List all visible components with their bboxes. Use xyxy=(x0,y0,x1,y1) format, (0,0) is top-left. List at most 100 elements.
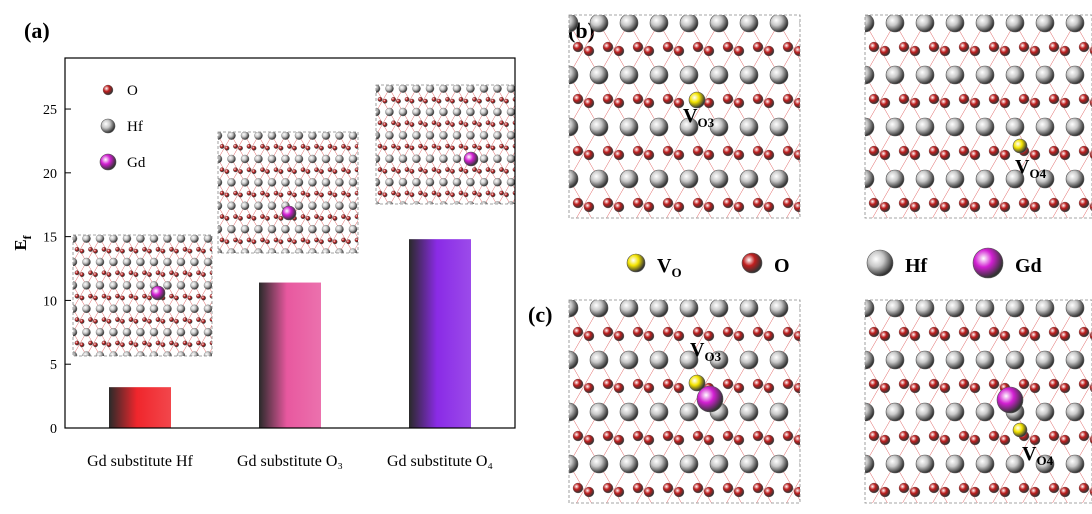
atom xyxy=(644,202,654,212)
bond xyxy=(66,274,73,286)
atom xyxy=(405,121,410,126)
atom xyxy=(412,85,420,93)
atom xyxy=(306,146,311,151)
atom xyxy=(491,99,496,104)
atom xyxy=(929,327,939,337)
atom xyxy=(620,455,638,473)
bond xyxy=(824,438,839,464)
atom xyxy=(464,152,478,166)
atom xyxy=(196,294,201,299)
atom xyxy=(753,483,763,493)
atom xyxy=(274,168,279,173)
bond xyxy=(518,112,525,124)
atom xyxy=(247,144,252,149)
bond xyxy=(525,135,532,147)
atom xyxy=(633,483,643,493)
atom xyxy=(378,191,383,196)
atom xyxy=(1060,383,1070,393)
bond xyxy=(554,308,569,334)
atom xyxy=(504,146,509,151)
atom xyxy=(156,271,161,276)
atom xyxy=(464,122,469,127)
atom xyxy=(1066,351,1084,369)
atom xyxy=(869,379,879,389)
atom xyxy=(96,258,104,266)
bond xyxy=(824,179,839,205)
atom xyxy=(183,271,188,276)
atom xyxy=(279,169,284,174)
atom xyxy=(102,247,107,252)
atom xyxy=(477,99,482,104)
atom xyxy=(518,99,523,104)
atom xyxy=(520,85,528,93)
bond xyxy=(850,334,865,360)
bond xyxy=(850,75,865,101)
atom xyxy=(322,178,330,186)
atom xyxy=(1006,118,1024,136)
atom xyxy=(929,431,939,441)
bond xyxy=(141,356,148,368)
atom xyxy=(136,235,144,243)
atom xyxy=(328,168,333,173)
atom xyxy=(499,97,504,102)
atom xyxy=(362,202,370,210)
atom xyxy=(518,146,523,151)
atom xyxy=(120,249,125,254)
atom xyxy=(573,483,583,493)
vacancy-label: VO3 xyxy=(690,339,722,364)
atom xyxy=(295,178,303,186)
atom xyxy=(88,341,93,346)
bond xyxy=(367,147,374,159)
y-tick-label: 10 xyxy=(43,294,57,309)
bond xyxy=(265,253,272,265)
bond xyxy=(73,356,80,368)
atom xyxy=(423,193,428,198)
bond xyxy=(373,206,380,218)
atom xyxy=(188,343,193,348)
bond xyxy=(1045,205,1060,231)
atom xyxy=(147,272,152,277)
atom xyxy=(1066,170,1084,188)
atom xyxy=(880,435,890,445)
atom xyxy=(238,216,243,221)
atom xyxy=(520,131,528,139)
atom xyxy=(355,144,360,149)
atom xyxy=(129,317,134,322)
atom xyxy=(1049,431,1059,441)
atom xyxy=(88,294,93,299)
bond xyxy=(363,159,370,171)
atom xyxy=(1066,118,1084,136)
atom xyxy=(869,94,879,104)
atom xyxy=(136,258,144,266)
bond xyxy=(839,205,854,231)
atom xyxy=(96,281,104,289)
atom xyxy=(439,155,447,163)
bond xyxy=(369,159,376,171)
bond xyxy=(222,356,229,368)
atom xyxy=(753,94,763,104)
atom xyxy=(295,202,303,210)
atom xyxy=(976,455,994,473)
bond xyxy=(525,112,532,124)
atom xyxy=(620,66,638,84)
atom xyxy=(480,178,488,186)
atom xyxy=(120,296,125,301)
atom xyxy=(459,144,464,149)
atom xyxy=(405,97,410,102)
atom xyxy=(783,379,793,389)
atom xyxy=(800,351,818,369)
atom xyxy=(486,167,491,172)
atom xyxy=(520,155,528,163)
atom xyxy=(800,14,818,32)
atom xyxy=(373,216,378,221)
atom xyxy=(360,240,365,245)
bond xyxy=(554,101,569,127)
atom xyxy=(75,317,80,322)
atom xyxy=(319,240,324,245)
atom xyxy=(764,98,774,108)
atom xyxy=(989,146,999,156)
atom xyxy=(946,299,964,317)
atom xyxy=(573,198,583,208)
atom xyxy=(989,198,999,208)
atom xyxy=(976,118,994,136)
